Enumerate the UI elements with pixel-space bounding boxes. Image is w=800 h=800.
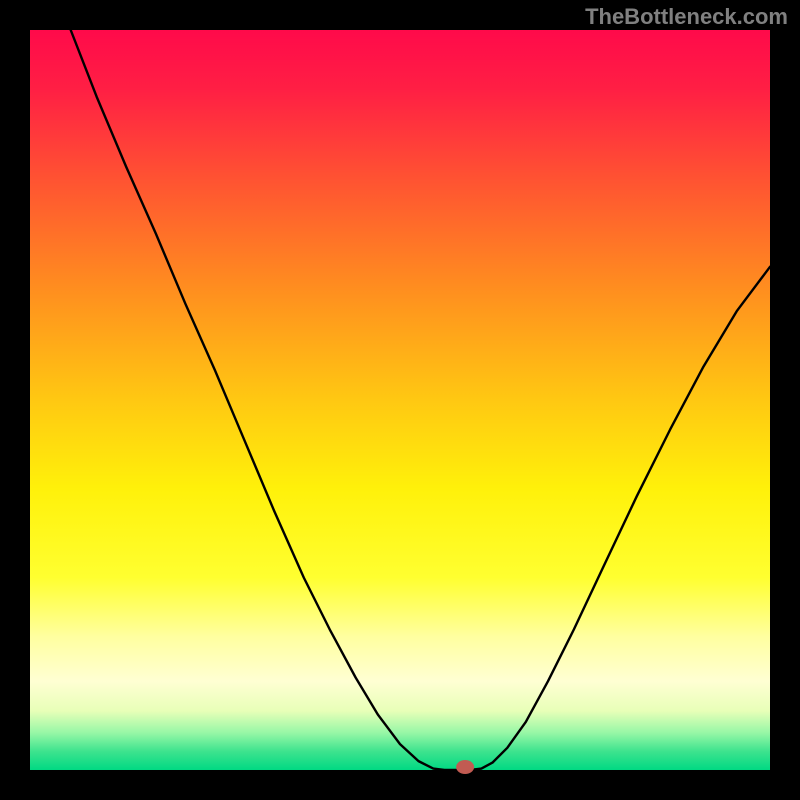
watermark-text: TheBottleneck.com [585, 4, 788, 30]
bottleneck-chart [0, 0, 800, 800]
gradient-background [30, 30, 770, 770]
optimum-marker [456, 760, 474, 774]
